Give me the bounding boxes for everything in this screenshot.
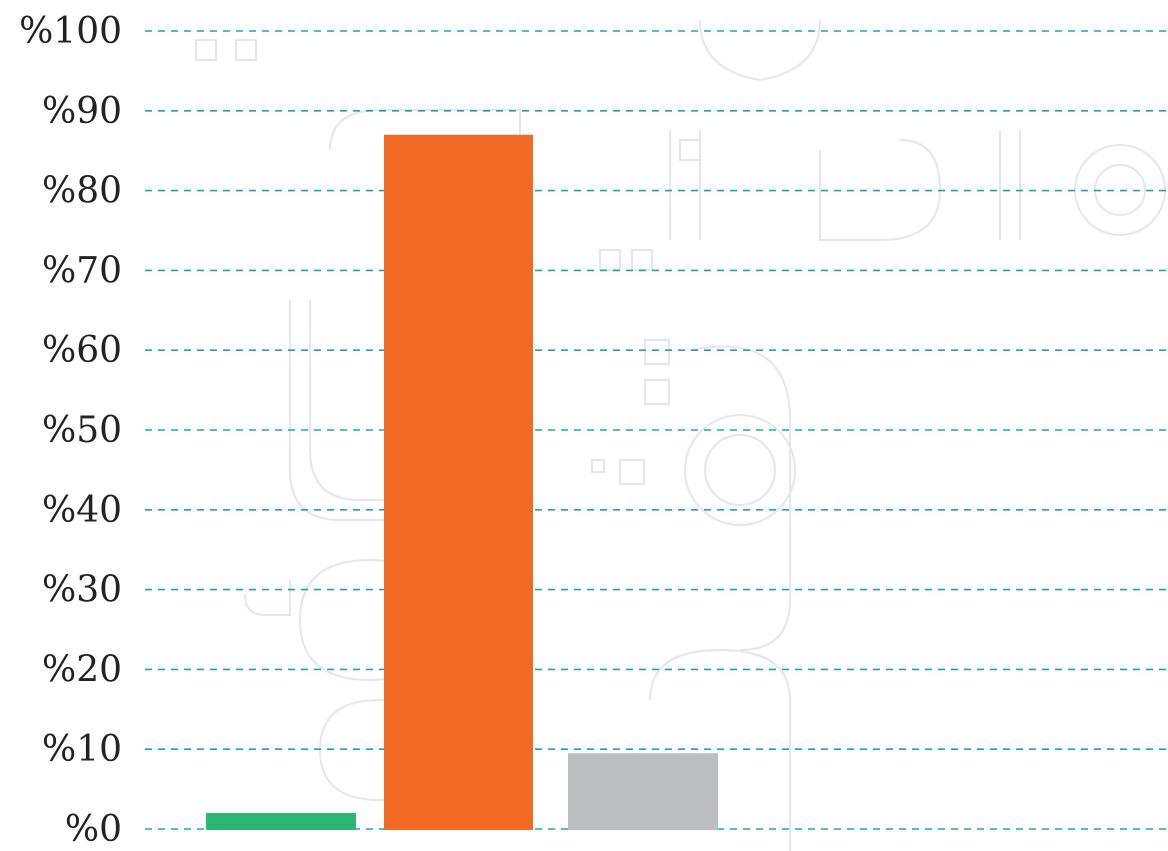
gridlines <box>145 30 1168 830</box>
y-tick-label: %80 <box>42 171 122 212</box>
y-tick-label: %0 <box>65 809 122 850</box>
y-tick-label: %90 <box>42 91 122 132</box>
y-tick-label: %20 <box>42 649 122 690</box>
y-tick-label: %10 <box>42 729 122 770</box>
y-tick-label: %40 <box>42 490 122 531</box>
bar-3 <box>568 753 718 830</box>
bar-2 <box>384 134 533 831</box>
y-tick-label: %70 <box>42 250 122 291</box>
y-tick-label: %60 <box>42 330 122 371</box>
bars <box>206 134 718 831</box>
y-tick-label: %50 <box>42 410 122 451</box>
y-axis-tick-labels: %0 %10 %20 %30 %40 %50 %60 %70 %80 %90 %100 <box>19 11 122 850</box>
background-watermark <box>195 19 1166 851</box>
y-tick-label: %100 <box>19 11 122 52</box>
y-tick-label: %30 <box>42 570 122 611</box>
bar-1 <box>206 813 356 830</box>
